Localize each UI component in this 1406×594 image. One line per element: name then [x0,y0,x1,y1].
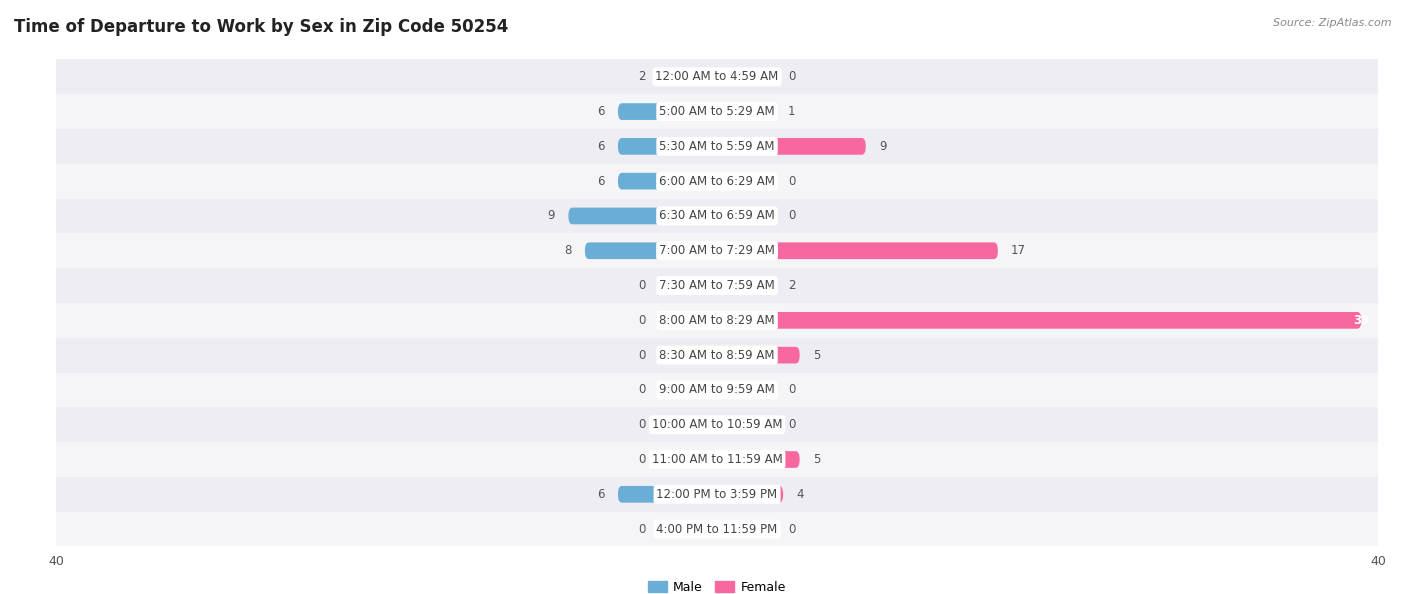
Text: 6: 6 [598,105,605,118]
Text: 8: 8 [564,244,572,257]
Text: 8:30 AM to 8:59 AM: 8:30 AM to 8:59 AM [659,349,775,362]
Bar [56,477,1378,511]
Bar [56,198,1378,233]
Text: 1: 1 [789,105,796,118]
Text: 9:00 AM to 9:59 AM: 9:00 AM to 9:59 AM [659,383,775,396]
FancyBboxPatch shape [717,173,775,189]
Text: Source: ZipAtlas.com: Source: ZipAtlas.com [1274,18,1392,28]
Text: 11:00 AM to 11:59 AM: 11:00 AM to 11:59 AM [652,453,782,466]
Text: 6:30 AM to 6:59 AM: 6:30 AM to 6:59 AM [659,210,775,223]
Text: 0: 0 [789,418,796,431]
FancyBboxPatch shape [659,381,717,398]
Text: 2: 2 [789,279,796,292]
Bar [56,407,1378,442]
Bar [56,303,1378,338]
Text: 2: 2 [638,70,645,83]
Text: 4: 4 [796,488,804,501]
Text: 10:00 AM to 10:59 AM: 10:00 AM to 10:59 AM [652,418,782,431]
Text: 5:30 AM to 5:59 AM: 5:30 AM to 5:59 AM [659,140,775,153]
Text: 0: 0 [638,418,645,431]
FancyBboxPatch shape [717,68,775,85]
FancyBboxPatch shape [717,347,800,364]
Text: 8:00 AM to 8:29 AM: 8:00 AM to 8:29 AM [659,314,775,327]
FancyBboxPatch shape [659,347,717,364]
FancyBboxPatch shape [717,138,866,154]
Bar [56,268,1378,303]
FancyBboxPatch shape [659,521,717,538]
FancyBboxPatch shape [717,521,775,538]
Bar [56,94,1378,129]
Text: 0: 0 [789,383,796,396]
FancyBboxPatch shape [659,277,717,294]
Text: 7:30 AM to 7:59 AM: 7:30 AM to 7:59 AM [659,279,775,292]
Text: 39: 39 [1353,314,1369,327]
Text: 0: 0 [789,210,796,223]
FancyBboxPatch shape [659,312,717,328]
Bar [56,338,1378,372]
Text: 0: 0 [789,175,796,188]
FancyBboxPatch shape [717,103,775,120]
Text: 7:00 AM to 7:29 AM: 7:00 AM to 7:29 AM [659,244,775,257]
FancyBboxPatch shape [617,486,717,503]
FancyBboxPatch shape [585,242,717,259]
FancyBboxPatch shape [717,277,775,294]
Text: 6: 6 [598,140,605,153]
Bar [56,164,1378,198]
Text: 5: 5 [813,453,820,466]
FancyBboxPatch shape [717,416,775,433]
Text: 5: 5 [813,349,820,362]
Text: 17: 17 [1011,244,1026,257]
Text: 5:00 AM to 5:29 AM: 5:00 AM to 5:29 AM [659,105,775,118]
Text: 12:00 AM to 4:59 AM: 12:00 AM to 4:59 AM [655,70,779,83]
Text: 0: 0 [638,523,645,536]
Text: Time of Departure to Work by Sex in Zip Code 50254: Time of Departure to Work by Sex in Zip … [14,18,509,36]
FancyBboxPatch shape [717,242,998,259]
FancyBboxPatch shape [717,312,1361,328]
FancyBboxPatch shape [659,68,717,85]
FancyBboxPatch shape [659,416,717,433]
Text: 0: 0 [789,523,796,536]
FancyBboxPatch shape [568,208,717,225]
Bar [56,372,1378,407]
Text: 6: 6 [598,488,605,501]
Bar [56,442,1378,477]
Bar [56,233,1378,268]
Text: 9: 9 [879,140,886,153]
Text: 0: 0 [638,383,645,396]
Legend: Male, Female: Male, Female [644,576,790,594]
FancyBboxPatch shape [617,138,717,154]
Text: 0: 0 [638,349,645,362]
Text: 0: 0 [638,453,645,466]
FancyBboxPatch shape [617,173,717,189]
Text: 12:00 PM to 3:59 PM: 12:00 PM to 3:59 PM [657,488,778,501]
Bar [56,59,1378,94]
Text: 0: 0 [638,279,645,292]
FancyBboxPatch shape [717,208,775,225]
Bar [56,129,1378,164]
FancyBboxPatch shape [717,451,800,468]
FancyBboxPatch shape [617,103,717,120]
Bar [56,511,1378,546]
FancyBboxPatch shape [717,381,775,398]
FancyBboxPatch shape [659,451,717,468]
Text: 6: 6 [598,175,605,188]
Text: 9: 9 [548,210,555,223]
FancyBboxPatch shape [717,486,783,503]
Text: 0: 0 [789,70,796,83]
Text: 0: 0 [638,314,645,327]
Text: 4:00 PM to 11:59 PM: 4:00 PM to 11:59 PM [657,523,778,536]
Text: 6:00 AM to 6:29 AM: 6:00 AM to 6:29 AM [659,175,775,188]
